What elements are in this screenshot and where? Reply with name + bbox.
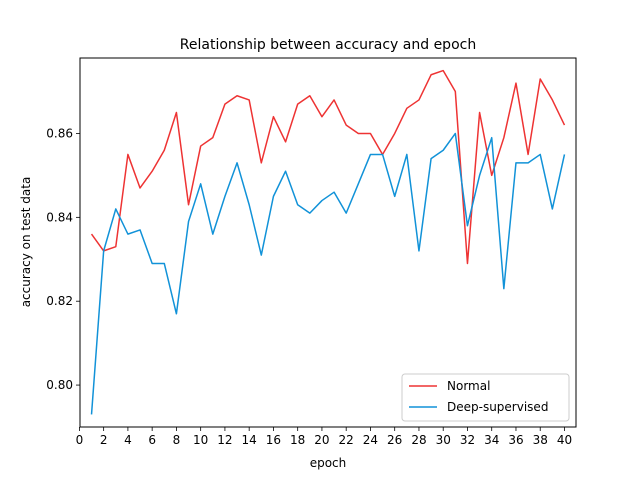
x-tick-label: 30 [436, 433, 451, 447]
plot-frame [79, 57, 577, 428]
x-tick-label: 38 [533, 433, 548, 447]
chart-title: Relationship between accuracy and epoch [180, 37, 476, 53]
x-tick-label: 12 [217, 433, 232, 447]
x-tick-label: 24 [363, 433, 378, 447]
x-tick-label: 8 [173, 433, 181, 447]
legend: Normal Deep-supervised [401, 373, 570, 422]
x-tick-label: 16 [266, 433, 281, 447]
y-tick-label: 0.84 [46, 210, 73, 224]
y-tick-label: 0.80 [46, 378, 73, 392]
series-line-normal [90, 69, 566, 265]
series-line-deep-supervised [90, 132, 566, 415]
x-tick-label: 32 [460, 433, 475, 447]
x-tick-label: 14 [242, 433, 257, 447]
series-layer [90, 69, 566, 415]
legend-frame [401, 373, 570, 422]
x-tick-label: 26 [387, 433, 402, 447]
x-tick-label: 20 [314, 433, 329, 447]
x-tick-label: 28 [411, 433, 426, 447]
x-axis-label: epoch [310, 456, 347, 470]
x-ticks: 0 2 4 6 8 10 12 14 16 18 20 22 24 26 28 30 32 34 36 38 40 [76, 427, 572, 447]
y-axis-label: accuracy on test data [19, 177, 33, 308]
x-tick-label: 22 [339, 433, 354, 447]
x-tick-label: 18 [290, 433, 305, 447]
legend-label-deep-supervised: Deep-supervised [447, 400, 548, 414]
x-tick-label: 2 [100, 433, 108, 447]
plot-area [80, 58, 576, 427]
x-tick-label: 10 [193, 433, 208, 447]
x-tick-label: 6 [148, 433, 156, 447]
y-tick-label: 0.82 [46, 294, 73, 308]
x-tick-label: 40 [557, 433, 572, 447]
legend-label-normal: Normal [447, 379, 490, 393]
x-tick-label: 36 [508, 433, 523, 447]
x-tick-label: 34 [484, 433, 499, 447]
y-ticks: 0.80 0.82 0.84 0.86 [46, 126, 80, 392]
y-tick-label: 0.86 [46, 126, 73, 140]
x-tick-label: 0 [76, 433, 84, 447]
x-tick-label: 4 [124, 433, 132, 447]
